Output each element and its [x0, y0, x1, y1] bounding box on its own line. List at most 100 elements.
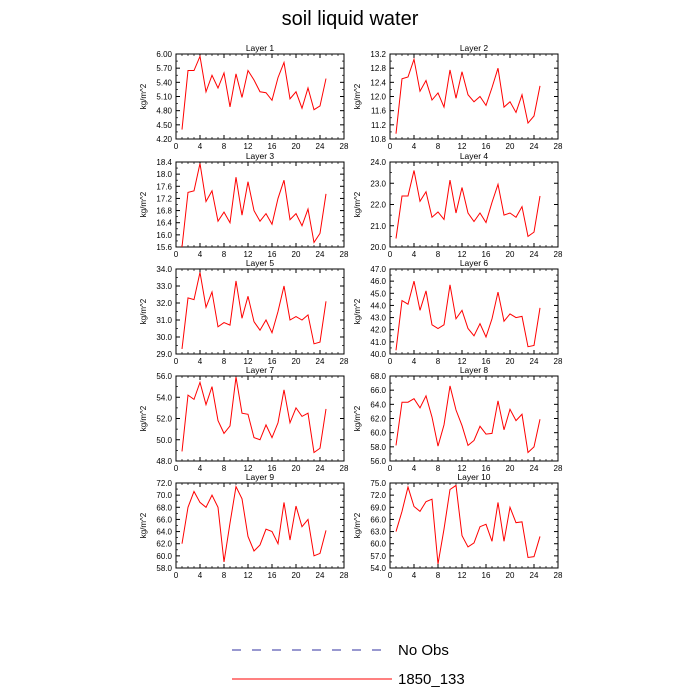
y-tick-label: 45.0: [370, 289, 386, 298]
x-tick-label: 20: [292, 464, 301, 473]
y-tick-label: 30.0: [156, 333, 172, 342]
y-tick-label: 13.2: [370, 50, 386, 59]
x-tick-label: 16: [482, 571, 491, 580]
panel-title: Layer 6: [460, 258, 489, 268]
y-tick-label: 24.0: [370, 158, 386, 167]
panel-layer-10: Layer 10 0 4 8 12 16 20 24 28 54.0 57.0 60.0 63.0 66.…: [353, 472, 563, 580]
y-tick-label: 34.0: [156, 265, 172, 274]
panel-layer-8: Layer 8 0 4 8 12 16 20 24 28 56.0 58.0 60.0 62.0 64.0…: [353, 365, 563, 473]
plot-frame: [175, 161, 345, 248]
y-tick-label: 12.4: [370, 78, 386, 87]
panel-title: Layer 9: [246, 472, 275, 482]
panel-title: Layer 7: [246, 365, 275, 375]
y-tick-label: 56.0: [156, 372, 172, 381]
y-tick-label: 58.0: [156, 564, 172, 573]
panel-title: Layer 1: [246, 43, 275, 53]
x-tick-label: 12: [458, 142, 467, 151]
series-line-1850_133: [181, 376, 327, 454]
x-tick-label: 8: [222, 464, 227, 473]
y-tick-label: 66.0: [156, 515, 172, 524]
x-tick-label: 8: [222, 142, 227, 151]
x-tick-label: 0: [388, 571, 393, 580]
series-line-1850_133: [395, 385, 541, 454]
x-tick-label: 12: [244, 571, 253, 580]
x-tick-label: 12: [244, 250, 253, 259]
x-tick-label: 8: [436, 250, 441, 259]
y-tick-label: 11.6: [371, 107, 387, 116]
y-tick-label: 6.00: [156, 50, 172, 59]
x-tick-label: 16: [268, 464, 277, 473]
y-tick-label: 10.8: [370, 135, 386, 144]
x-tick-label: 0: [174, 250, 179, 259]
x-tick-label: 16: [268, 357, 277, 366]
y-axis-label: kg/m^2: [139, 298, 148, 324]
y-tick-label: 12.0: [370, 93, 386, 102]
y-tick-label: 29.0: [156, 350, 172, 359]
x-tick-label: 20: [292, 250, 301, 259]
series-line-1850_133: [395, 281, 541, 351]
panel-layer-6: Layer 6 0 4 8 12 16 20 24 28 40.0 41.0 42.0 43.0 44.0…: [353, 258, 563, 366]
x-tick-label: 20: [292, 357, 301, 366]
x-tick-label: 4: [412, 464, 417, 473]
x-tick-label: 16: [268, 571, 277, 580]
x-tick-label: 12: [458, 464, 467, 473]
x-tick-label: 28: [340, 250, 349, 259]
y-axis-label: kg/m^2: [353, 191, 362, 217]
y-tick-label: 57.0: [370, 552, 386, 561]
x-tick-label: 8: [222, 571, 227, 580]
y-tick-label: 60.0: [370, 429, 386, 438]
x-tick-label: 20: [506, 464, 515, 473]
y-tick-label: 60.0: [370, 540, 386, 549]
y-tick-label: 22.0: [370, 201, 386, 210]
x-tick-label: 24: [530, 250, 539, 259]
panel-layer-7: Layer 7 0 4 8 12 16 20 24 28 48.0 50.0 52.0 54.0 56.0…: [139, 365, 349, 473]
y-tick-label: 4.50: [156, 121, 172, 130]
y-tick-label: 42.0: [370, 326, 386, 335]
y-tick-label: 23.0: [370, 179, 386, 188]
panel-layer-9: Layer 9 0 4 8 12 16 20 24 28 58.0 60.0 62.0 64.0 66.0…: [139, 472, 349, 580]
x-tick-label: 12: [458, 571, 467, 580]
series-line-1850_133: [395, 170, 541, 239]
panel-layer-4: Layer 4 0 4 8 12 16 20 24 28 20.0 21.0 22.0 23.0 24.0…: [353, 151, 563, 259]
y-axis-label: kg/m^2: [353, 83, 362, 109]
y-tick-label: 40.0: [370, 350, 386, 359]
x-tick-label: 28: [340, 464, 349, 473]
x-tick-label: 8: [222, 357, 227, 366]
x-tick-label: 0: [388, 142, 393, 151]
x-tick-label: 24: [316, 571, 325, 580]
series-line-1850_133: [395, 57, 541, 134]
y-tick-label: 66.0: [370, 515, 386, 524]
plot-frame: [389, 482, 559, 569]
x-tick-label: 24: [530, 142, 539, 151]
y-tick-label: 11.2: [371, 121, 387, 130]
y-tick-label: 5.70: [156, 64, 172, 73]
y-axis-label: kg/m^2: [139, 405, 148, 431]
y-tick-label: 4.20: [156, 135, 172, 144]
x-tick-label: 24: [530, 571, 539, 580]
x-tick-label: 16: [482, 357, 491, 366]
x-tick-label: 24: [316, 250, 325, 259]
y-axis-label: kg/m^2: [139, 512, 148, 538]
y-tick-label: 44.0: [370, 301, 386, 310]
y-tick-label: 31.0: [156, 316, 172, 325]
x-tick-label: 4: [198, 464, 203, 473]
x-tick-label: 28: [340, 571, 349, 580]
panel-layer-2: Layer 2 0 4 8 12 16 20 24 28 10.8 11.2 11.6 12.0 12.4…: [353, 43, 563, 151]
panel-layer-5: Layer 5 0 4 8 12 16 20 24 28 29.0 30.0 31.0 32.0 33.0…: [139, 258, 349, 366]
y-tick-label: 75.0: [370, 479, 386, 488]
y-tick-label: 68.0: [370, 372, 386, 381]
series-line-1850_133: [181, 54, 327, 130]
y-tick-label: 68.0: [156, 503, 172, 512]
y-tick-label: 16.4: [156, 219, 172, 228]
y-tick-label: 12.8: [370, 64, 386, 73]
y-tick-label: 50.0: [156, 436, 172, 445]
y-tick-label: 17.2: [156, 194, 172, 203]
x-tick-label: 0: [174, 464, 179, 473]
x-tick-label: 12: [244, 464, 253, 473]
x-tick-label: 24: [316, 357, 325, 366]
y-axis-label: kg/m^2: [353, 298, 362, 324]
x-tick-label: 4: [412, 571, 417, 580]
y-tick-label: 70.0: [156, 491, 172, 500]
y-tick-label: 54.0: [156, 393, 172, 402]
